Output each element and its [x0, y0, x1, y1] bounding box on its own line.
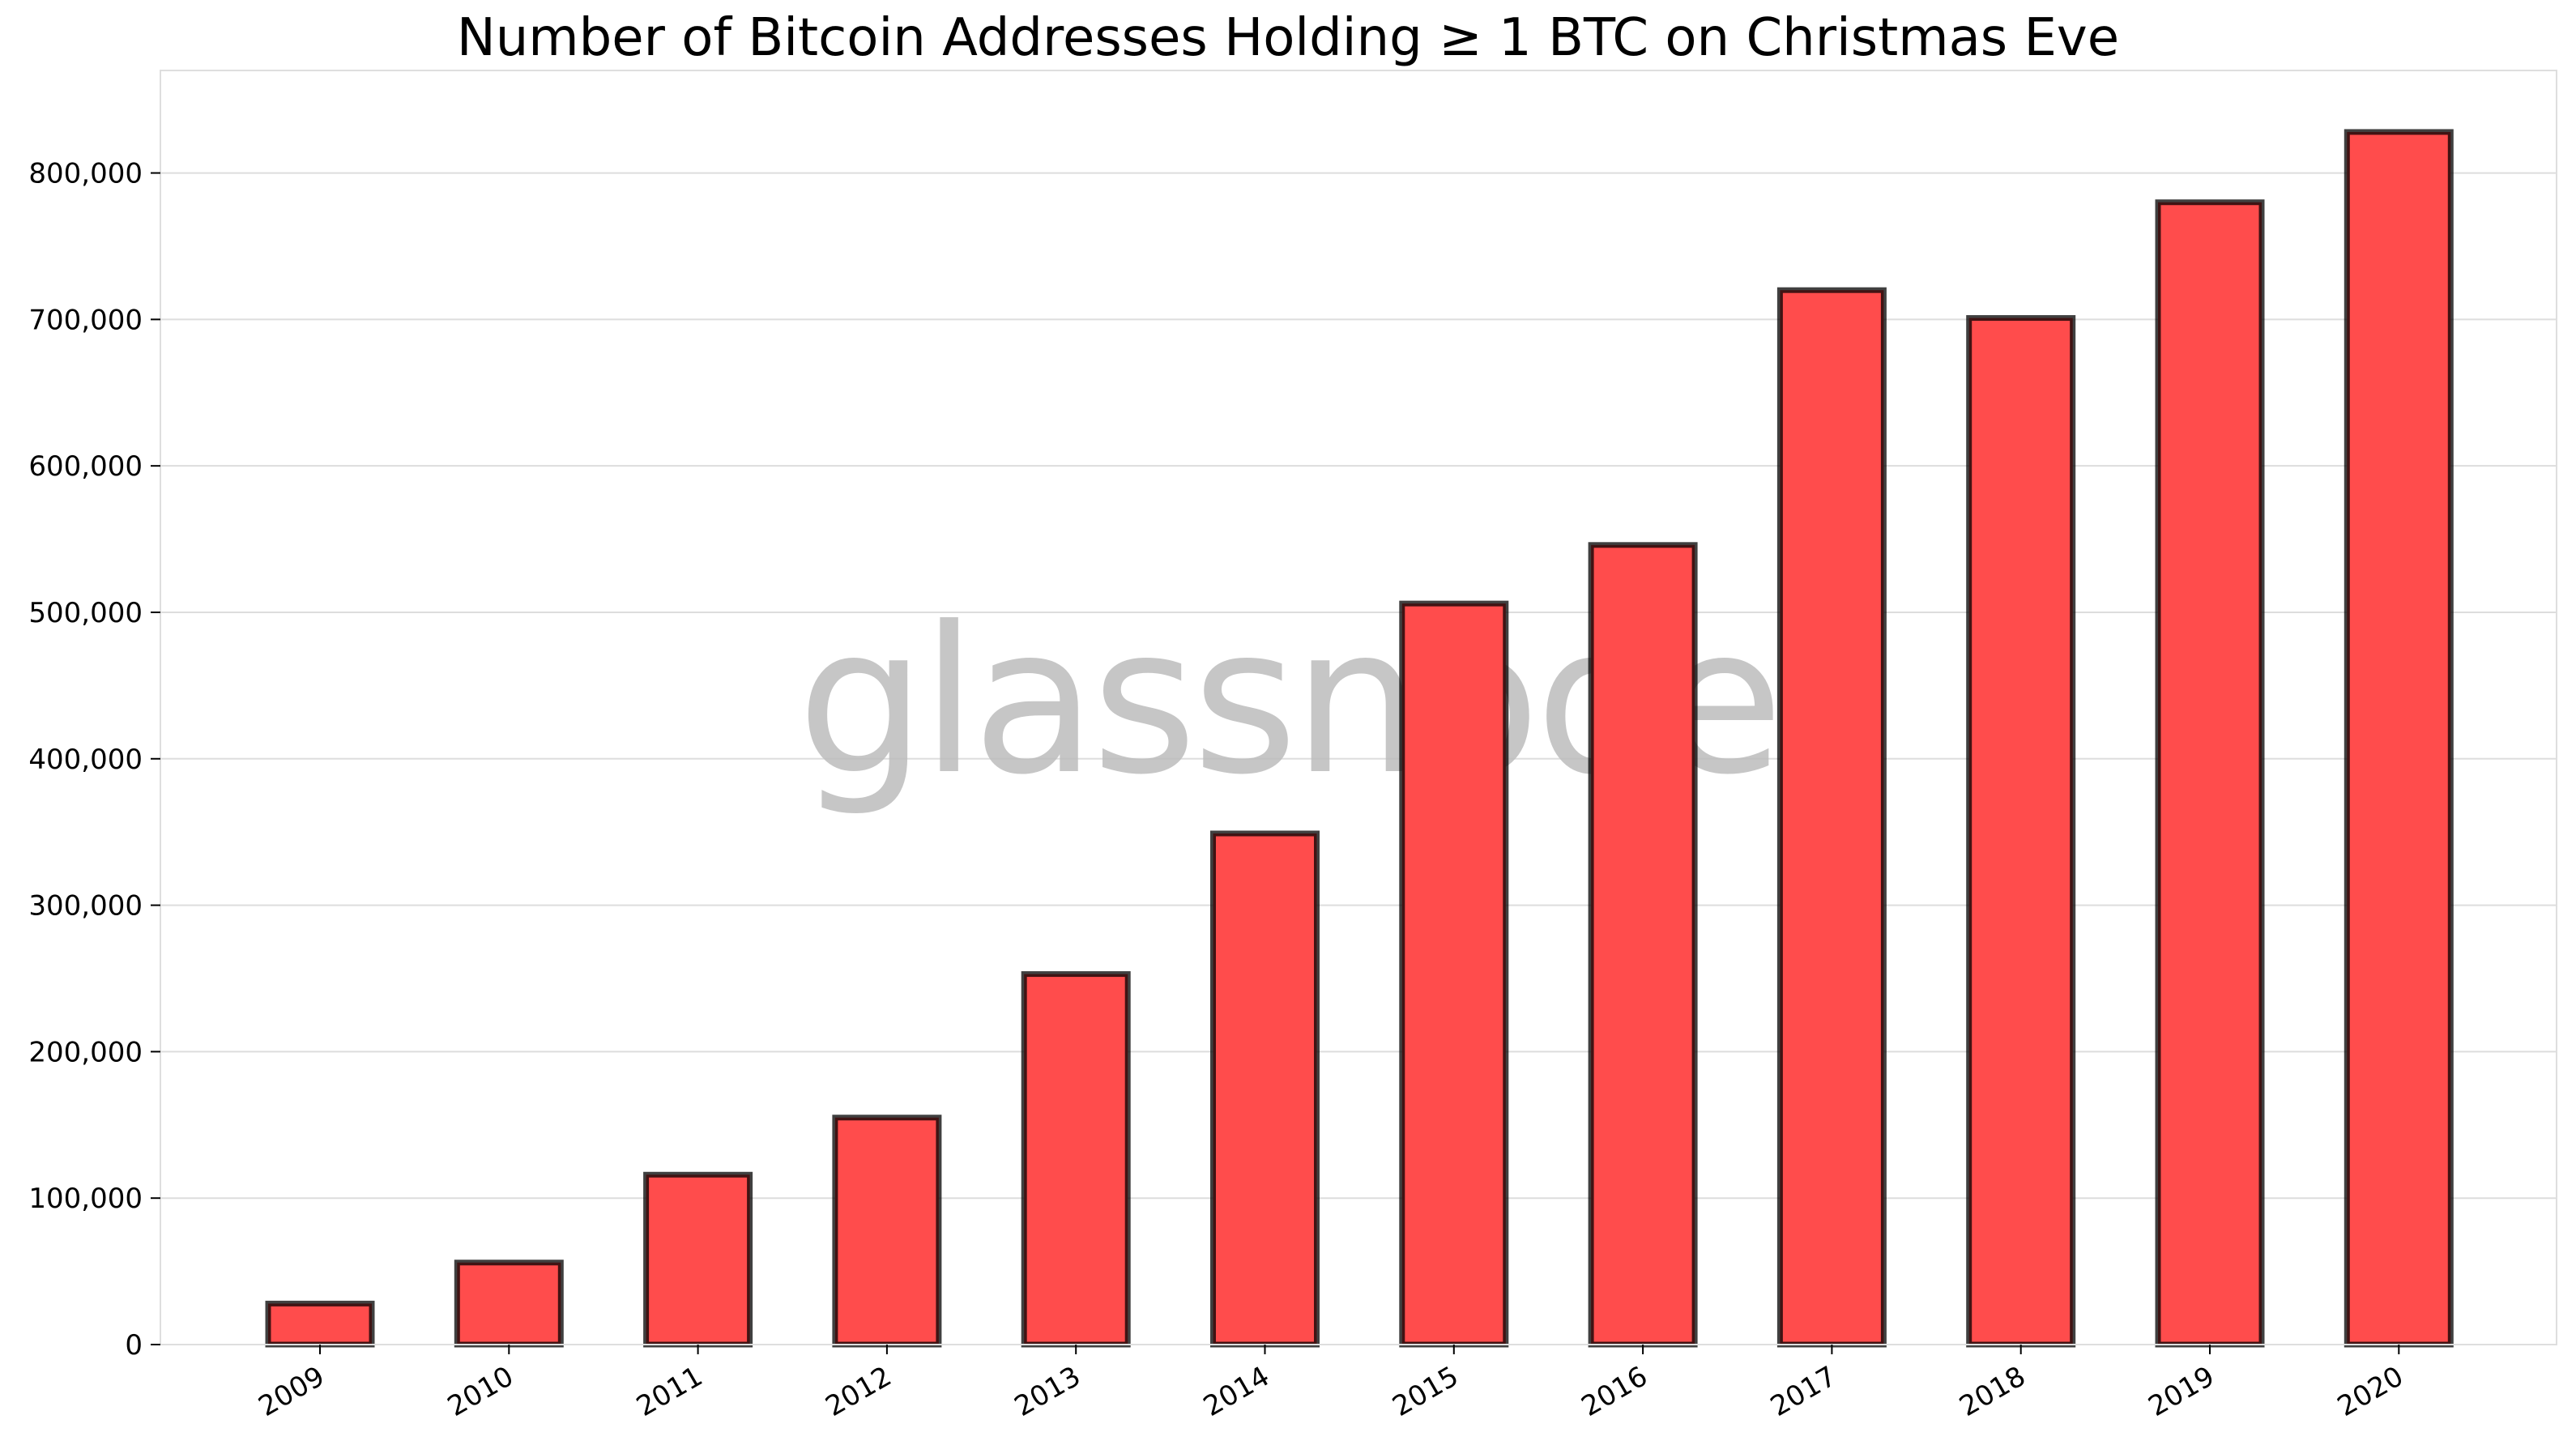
x-tick-label: 2009: [254, 1360, 331, 1423]
grid-lines: [160, 172, 2557, 1200]
bars: [265, 129, 2454, 1348]
y-tick-label: 0: [125, 1329, 143, 1362]
bar-2015: [1399, 600, 1509, 1348]
y-tick-label: 600,000: [28, 450, 143, 483]
bar-2016: [1588, 542, 1698, 1348]
x-tick-label: 2011: [631, 1360, 708, 1423]
chart-title: Number of Bitcoin Addresses Holding ≥ 1 …: [457, 8, 2119, 68]
bar-2012: [832, 1115, 942, 1348]
bar-2010: [454, 1260, 564, 1348]
x-tick-label: 2015: [1387, 1360, 1464, 1423]
bar-2011: [643, 1171, 753, 1348]
bar-2018: [1966, 315, 2076, 1348]
y-tick-label: 400,000: [28, 744, 143, 776]
y-tick-label: 500,000: [28, 597, 143, 629]
x-tick-label: 2017: [1765, 1360, 1842, 1423]
x-tick-label: 2013: [1009, 1360, 1086, 1423]
bar-2019: [2155, 199, 2265, 1348]
x-tick-label: 2018: [1954, 1360, 2031, 1423]
x-tick-label: 2012: [820, 1360, 897, 1423]
x-tick-label: 2010: [442, 1360, 519, 1423]
y-axis: 0 100,000 200,000 300,000 400,000 500,000 600,…: [28, 158, 160, 1362]
plot-area-frame: [160, 70, 2557, 1345]
y-tick-label: 100,000: [28, 1183, 143, 1215]
bar-2013: [1021, 971, 1131, 1348]
x-tick-label: 2016: [1576, 1360, 1653, 1423]
y-tick-label: 200,000: [28, 1036, 143, 1068]
y-tick-label: 800,000: [28, 158, 143, 190]
x-axis: 2009 2010 2011 2012 2013 2014 2015 2016 2017 2018…: [254, 1345, 2409, 1423]
y-tick-label: 300,000: [28, 890, 143, 923]
bar-2020: [2344, 129, 2454, 1348]
x-tick-label: 2014: [1198, 1360, 1275, 1423]
x-tick-label: 2020: [2332, 1360, 2409, 1423]
x-tick-label: 2019: [2143, 1360, 2220, 1423]
y-tick-label: 700,000: [28, 304, 143, 336]
bar-2014: [1210, 830, 1320, 1348]
bar-2009: [265, 1300, 375, 1348]
bar-2017: [1776, 287, 1887, 1348]
